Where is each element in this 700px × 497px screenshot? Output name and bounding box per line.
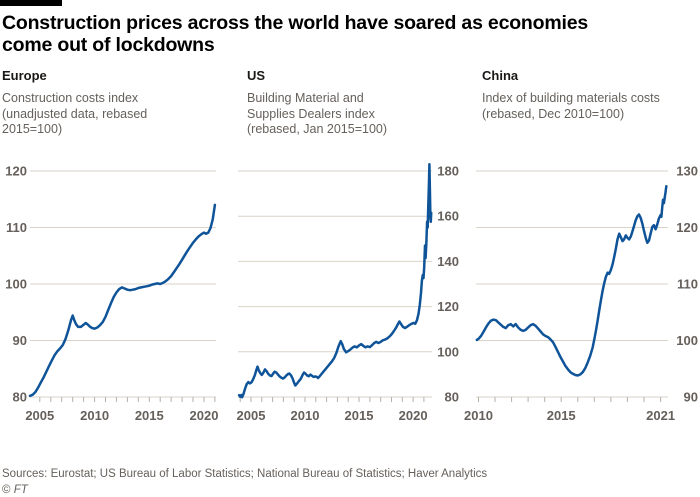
masthead-bar (0, 0, 62, 6)
chart-panel-europe: Europe Construction costs index (unadjus… (0, 68, 233, 429)
chart-region-label-china: China (482, 68, 519, 83)
y-tick-label: 80 (13, 390, 27, 405)
x-tick-label: 2021 (646, 408, 675, 423)
data-line (475, 185, 668, 377)
data-line (237, 162, 433, 399)
chart-subtitle-europe: Construction costs index (unadjusted dat… (2, 91, 148, 136)
y-tick-label: 160 (437, 209, 459, 224)
title-line-1: Construction prices across the world hav… (2, 12, 588, 34)
line-chart-us: 80 100 120 140 160 180 2005 2010 2015 2020 (237, 162, 459, 423)
page-title: Construction prices across the world hav… (2, 12, 700, 56)
chart-panel-china: China Index of building materials costs … (464, 68, 700, 429)
y-tick-label: 90 (684, 390, 698, 405)
x-tick-label: 2015 (547, 408, 576, 423)
x-tick-label: 2010 (80, 408, 109, 423)
x-tick-label: 2005 (25, 408, 54, 423)
x-tick-label: 2010 (291, 408, 320, 423)
chart-region-label-us: US (247, 68, 266, 83)
y-tick-label: 120 (676, 220, 698, 235)
chart-subtitle-china: Index of building materials costs (rebas… (482, 91, 660, 121)
y-tick-label: 120 (437, 299, 459, 314)
y-tick-label: 100 (5, 277, 27, 292)
y-tick-label: 90 (13, 333, 27, 348)
source-note: Sources: Eurostat; US Bureau of Labor St… (2, 468, 488, 480)
x-tick-label: 2015 (345, 408, 374, 423)
data-line (28, 203, 217, 398)
y-tick-label: 110 (6, 220, 27, 235)
ft-credit-name: FT (13, 484, 28, 496)
charts-row: Europe Construction costs index (unadjus… (0, 68, 700, 429)
x-tick-label: 2015 (135, 408, 164, 423)
x-tick-label: 2020 (190, 408, 219, 423)
x-tick-label: 2010 (464, 408, 493, 423)
y-tick-label: 100 (676, 333, 698, 348)
chart-panel-us: US Building Material and Supplies Dealer… (237, 68, 466, 429)
y-tick-label: 120 (5, 164, 27, 179)
line-chart-europe: 80 90 100 110 120 2005 2010 2015 2020 (5, 164, 219, 424)
line-chart-china: 90 100 110 120 130 2010 2015 2021 (464, 164, 698, 424)
chart-subtitle-us: Building Material and Supplies Dealers i… (247, 91, 388, 136)
chart-region-label-europe: Europe (2, 68, 47, 83)
y-tick-label: 140 (437, 254, 459, 269)
ft-credit: © FT (2, 483, 700, 497)
y-tick-label: 130 (676, 164, 698, 179)
x-tick-label: 2020 (399, 408, 428, 423)
x-tick-label: 2005 (237, 408, 266, 423)
y-tick-label: 180 (437, 164, 459, 179)
y-tick-label: 110 (677, 277, 698, 292)
copyright-symbol: © (2, 484, 11, 496)
y-tick-label: 80 (445, 390, 459, 405)
y-tick-label: 100 (437, 344, 459, 359)
title-line-2: come out of lockdowns (2, 34, 215, 56)
